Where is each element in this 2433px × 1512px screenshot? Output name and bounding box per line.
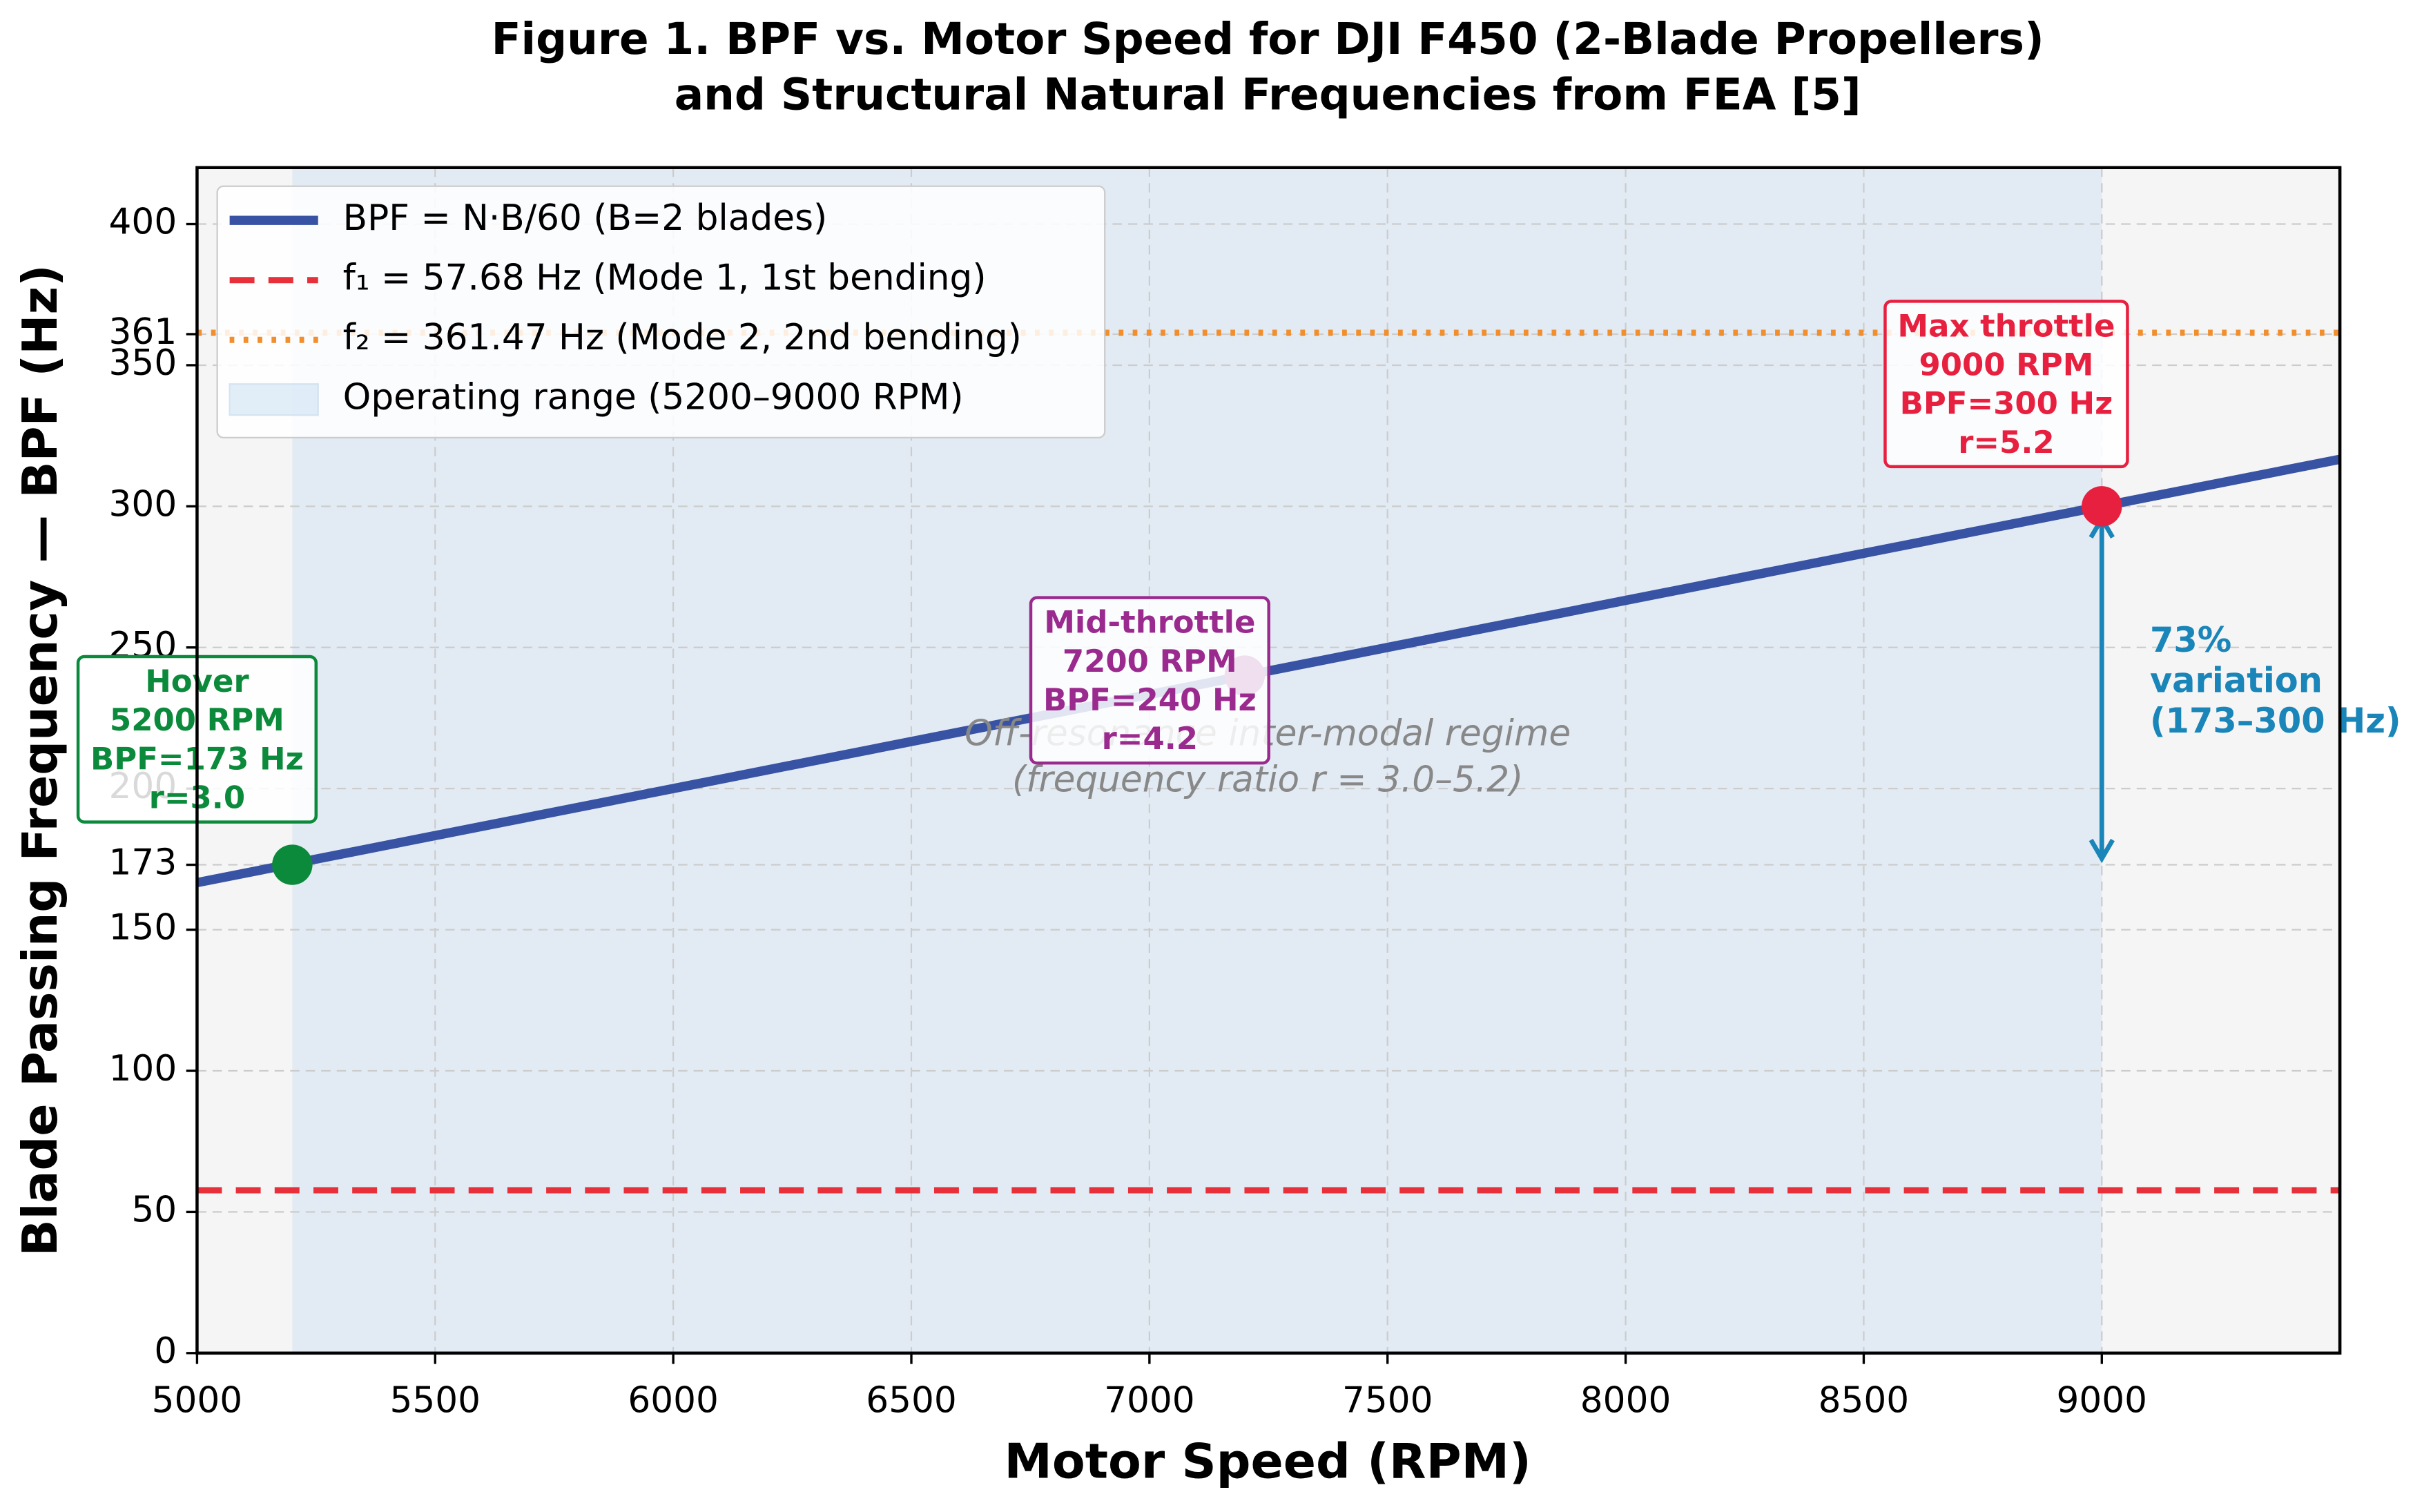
- point-label-text: Mid-throttle: [1044, 604, 1255, 641]
- operating-point: [2082, 486, 2122, 527]
- legend-box: [216, 185, 1106, 438]
- x-tick-label: 7000: [1104, 1380, 1195, 1422]
- x-tick-label: 9000: [2057, 1380, 2148, 1422]
- point-label-text: r=5.2: [1958, 424, 2054, 461]
- plot-frame: [195, 166, 2342, 1355]
- y-tick-label: 150: [109, 907, 177, 949]
- chart-title: Figure 1. BPF vs. Motor Speed for DJI F4…: [492, 14, 2044, 64]
- point-label-text: BPF=300 Hz: [1900, 385, 2113, 422]
- legend-label: f₁ = 57.68 Hz (Mode 1, 1st bending): [343, 258, 987, 299]
- x-tick-label: 8500: [1819, 1380, 1910, 1422]
- label-box: [1029, 596, 1270, 765]
- annotation: (frequency ratio r = 3.0–5.2): [1012, 759, 1523, 801]
- x-tick-label: 7500: [1342, 1380, 1433, 1422]
- x-tick-label: 8000: [1580, 1380, 1671, 1422]
- legend: BPF = N·B/60 (B=2 blades) f₁ = 57.68 Hz (…: [216, 185, 1106, 438]
- label-box: [1883, 300, 2129, 469]
- legend-label: Operating range (5200–9000 RPM): [343, 377, 964, 418]
- point-label-text: 9000 RPM: [1919, 347, 2093, 383]
- operating-point: [272, 844, 313, 885]
- y-tick-label: 300: [109, 483, 177, 525]
- x-axis-label: Motor Speed (RPM): [1005, 1434, 1531, 1490]
- legend-swatch: [229, 383, 319, 416]
- y-tick-label: 361: [109, 311, 177, 353]
- arrow-label: variation: [2150, 660, 2323, 700]
- x-tick-label: 6000: [628, 1380, 719, 1422]
- y-tick-label: 173: [109, 842, 177, 884]
- y-axis-label: Blade Passing Frequency — BPF (Hz): [12, 264, 68, 1256]
- point-label-text: BPF=240 Hz: [1043, 681, 1257, 718]
- arrow-label: (173–300 Hz): [2150, 701, 2401, 741]
- arrow-head: [2088, 838, 2115, 864]
- point-label-text: 7200 RPM: [1063, 643, 1237, 679]
- y-tick-label: 0: [154, 1330, 177, 1372]
- legend-label: BPF = N·B/60 (B=2 blades): [343, 197, 828, 239]
- x-tick-label: 6500: [866, 1380, 957, 1422]
- chart-title: and Structural Natural Frequencies from …: [675, 70, 1861, 120]
- arrow-label: 73%: [2150, 620, 2231, 660]
- y-tick-label: 350: [109, 342, 177, 384]
- y-tick-label: 50: [131, 1189, 177, 1230]
- x-tick-label: 5500: [390, 1380, 481, 1422]
- legend-label: f₂ = 361.47 Hz (Mode 2, 2nd bending): [343, 317, 1022, 358]
- x-tick-label: 5000: [152, 1380, 243, 1422]
- point-label-text: Max throttle: [1897, 307, 2115, 344]
- y-tick-label: 400: [109, 202, 177, 243]
- y-tick-label: 100: [109, 1048, 177, 1089]
- point-label-text: r=4.2: [1102, 720, 1198, 757]
